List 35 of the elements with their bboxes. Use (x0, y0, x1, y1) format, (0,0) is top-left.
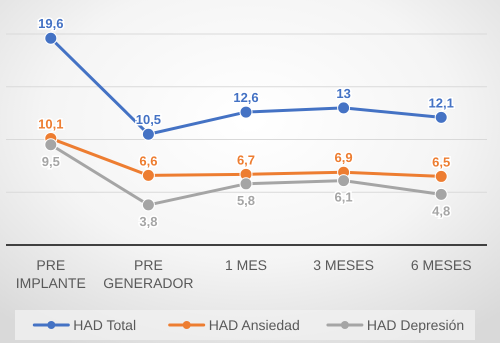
data-label: 3,8 (139, 214, 158, 229)
x-tick-label: 6 MESES (410, 257, 472, 273)
data-label: 10,1 (38, 116, 64, 132)
x-tick-label: 3 MESES (313, 257, 374, 273)
point (434, 110, 448, 124)
legend-label: HAD Ansiedad (208, 317, 300, 333)
data-label: 6,6 (139, 153, 158, 168)
point (337, 174, 350, 188)
x-tick-label: 1 MES (224, 257, 268, 273)
point (240, 106, 252, 119)
point (337, 101, 350, 114)
data-label: 12,1 (428, 95, 454, 110)
data-label: 5,8 (236, 192, 256, 208)
point (142, 198, 155, 212)
data-label: 12,6 (233, 90, 259, 106)
data-label: 4,8 (432, 203, 450, 218)
data-label: 10,5 (136, 112, 162, 128)
point (142, 128, 155, 141)
point (240, 177, 252, 190)
data-label: 6,7 (236, 152, 256, 168)
point (44, 32, 58, 45)
x-tick-label: PRE GENERADOR (103, 257, 194, 291)
data-label: 19,6 (38, 16, 64, 32)
point (434, 188, 448, 201)
point (44, 138, 58, 152)
legend-label: HAD Depresión (366, 317, 464, 333)
data-label: 9,5 (42, 154, 60, 169)
point (142, 168, 155, 182)
data-label: 6,9 (334, 150, 353, 166)
data-label: 6,5 (432, 154, 450, 170)
legend-label: HAD Total (73, 317, 136, 333)
data-label: 6,1 (334, 190, 353, 205)
data-label: 13 (336, 86, 351, 101)
x-tick-label: PRE IMPLANTE (16, 257, 86, 291)
point (434, 170, 448, 183)
